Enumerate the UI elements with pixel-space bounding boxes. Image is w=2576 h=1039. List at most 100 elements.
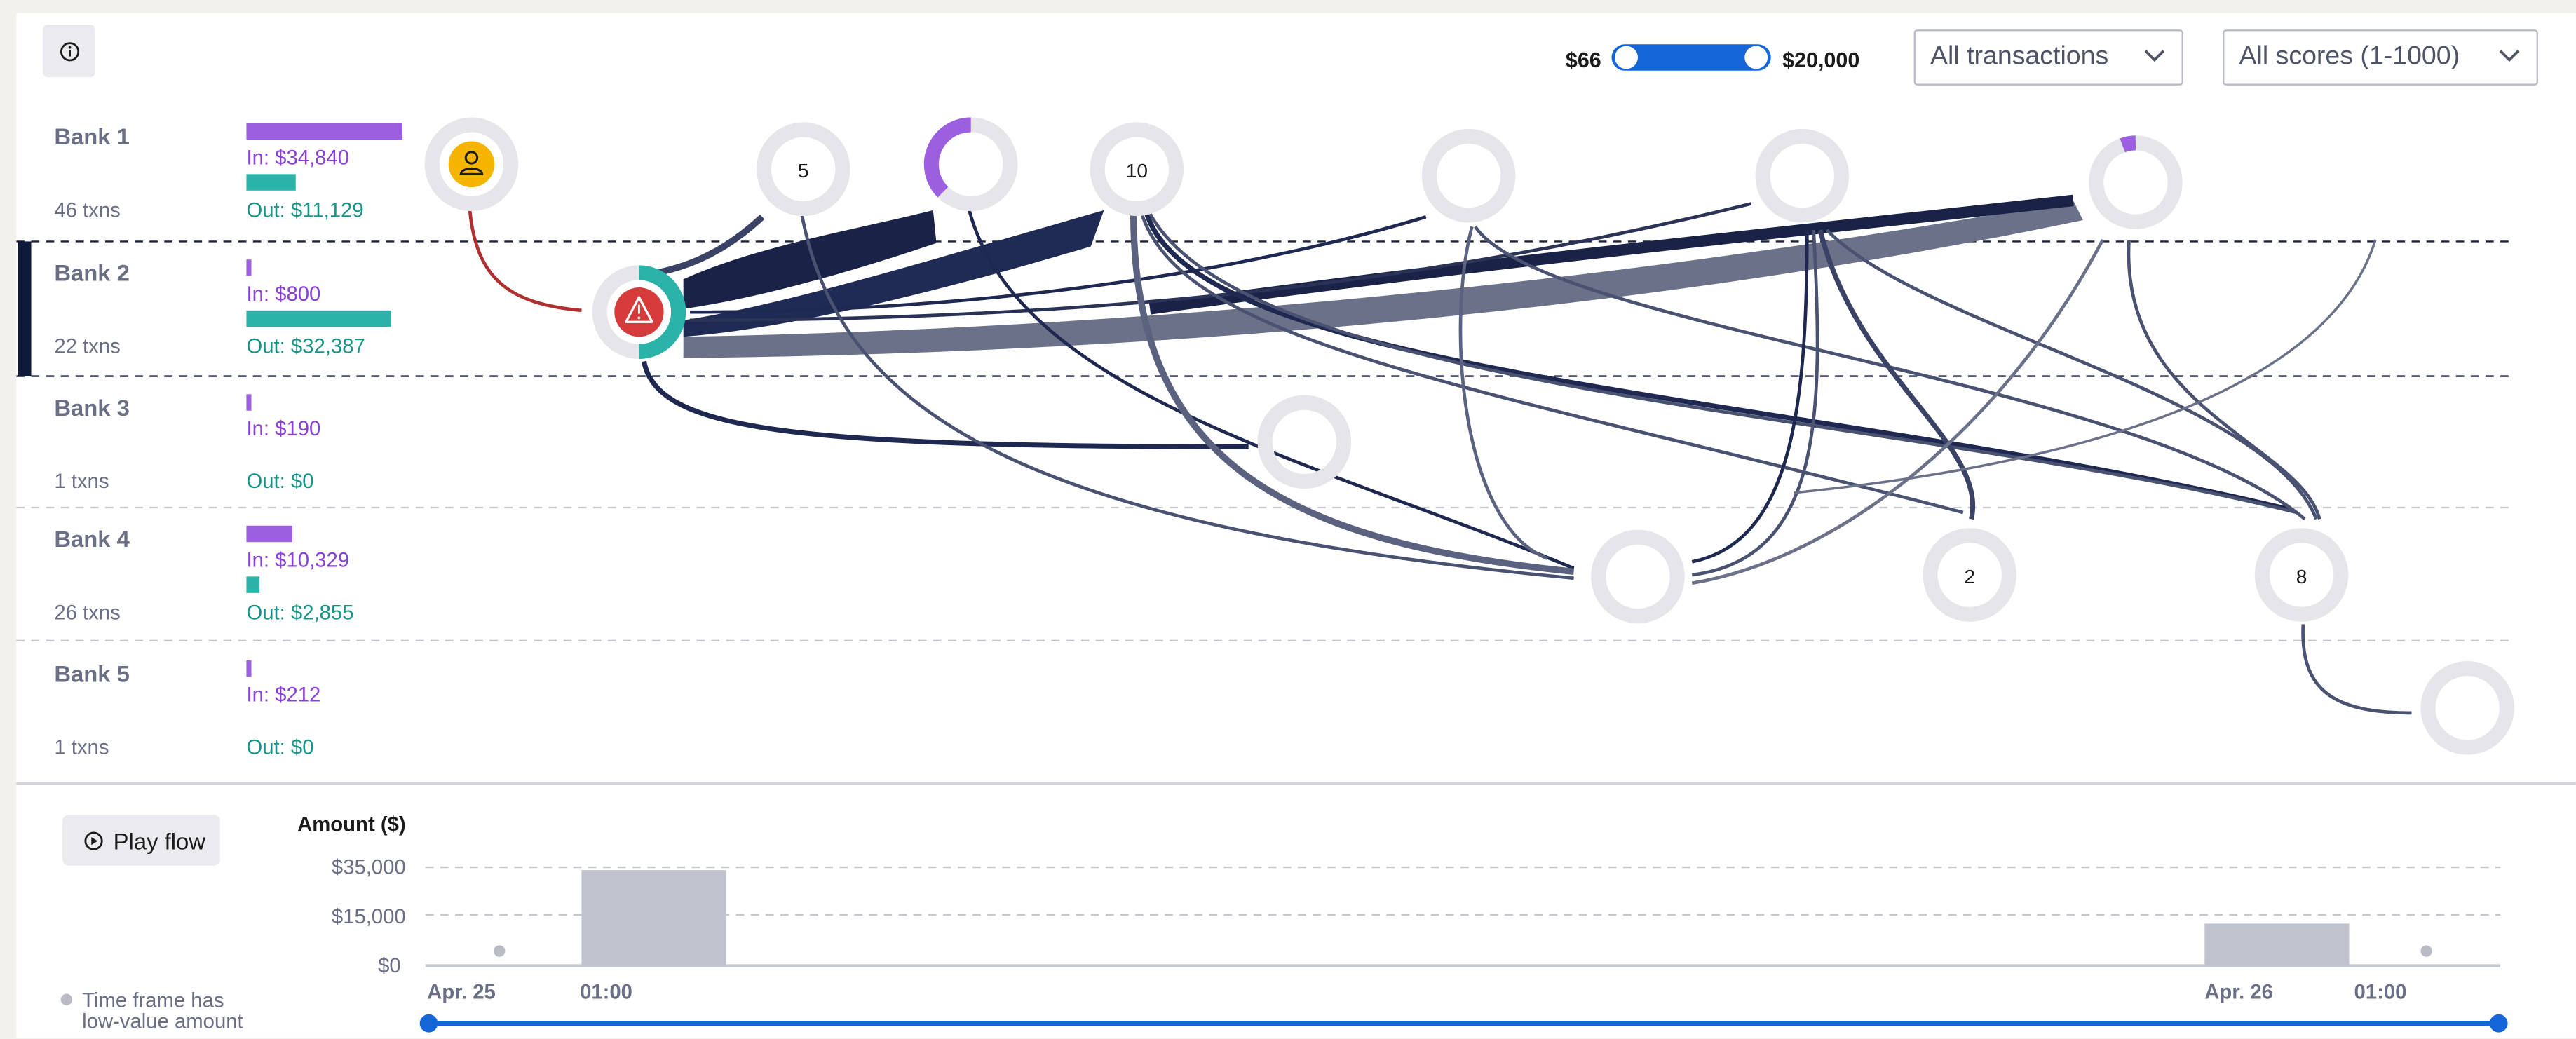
flow-link [800,213,1574,580]
chart-y-axis-title: Amount ($) [297,813,406,836]
node-purple-small[interactable] [2089,135,2183,229]
flow-link [1144,212,2289,512]
flow-link [642,360,1249,449]
amount-max-label: $20,000 [1782,47,1860,73]
bank-name: Bank 5 [54,660,130,687]
in-amount-label: In: $800 [246,282,321,306]
bank-txns: 1 txns [54,470,109,493]
out-amount-label: Out: $2,855 [246,601,354,625]
flow-link [683,210,1104,337]
node-empty[interactable] [1591,529,1685,624]
x-tick-label: 01:00 [580,981,632,1004]
amount-range-slider[interactable] [1611,44,1771,71]
out-amount-label: Out: $11,129 [246,198,364,222]
flow-link [2127,239,2321,520]
node-empty[interactable] [1421,128,1516,223]
amount-chart: $35,000 $15,000 $0 Apr. 25 01:00 Apr. 26… [332,855,2508,1033]
node-empty[interactable] [1755,128,1850,223]
flow-link [1825,229,2318,520]
play-flow-label: Play flow [113,827,205,854]
node-purple[interactable] [923,117,1018,212]
flow-link [683,200,2083,358]
selected-lane-indicator [18,241,32,376]
node-count-label: 10 [1126,160,1148,182]
node-count-label: 2 [1964,566,1975,588]
slider-min-handle[interactable] [1615,46,1638,69]
bank-txns: 46 txns [54,198,121,222]
node-alert[interactable] [592,265,686,359]
out-amount-label: Out: $0 [246,735,314,759]
flow-links [468,194,2412,715]
flow-link [1140,212,1964,515]
flow-link [1458,226,1548,560]
node-5[interactable]: 5 [756,122,850,217]
flow-link [683,210,937,309]
chart-bar [581,870,726,966]
node-empty[interactable] [2420,661,2514,755]
flow-link [1691,229,1819,577]
info-button[interactable] [42,25,95,78]
out-amount-label: Out: $32,387 [246,334,365,358]
bank-name: Bank 2 [54,259,130,286]
y-tick-label: $15,000 [332,905,406,928]
flow-link [1691,238,2105,585]
time-range-start-handle[interactable] [419,1014,438,1033]
amount-min-label: $66 [1565,47,1601,73]
chart-bar [2204,923,2350,966]
node-10[interactable]: 10 [1090,122,1184,217]
low-value-point [2420,945,2432,957]
out-amount-label: Out: $0 [246,470,314,493]
play-icon [84,831,103,850]
bank-txns: 22 txns [54,334,121,358]
bank-name: Bank 3 [54,394,130,421]
bank-name: Bank 1 [54,123,130,150]
flow-link [690,202,1752,322]
node-count-label: 5 [798,160,809,182]
user-icon [459,151,484,175]
flow-link [1794,239,2377,494]
chevron-down-icon [2499,50,2520,62]
transactions-dropdown-value: All transactions [1930,42,2109,71]
in-amount-label: In: $34,840 [246,146,350,170]
legend-dot [60,993,73,1005]
slider-max-handle[interactable] [1744,46,1768,69]
scores-dropdown[interactable]: All scores (1-1000) [2223,29,2538,86]
out-amount-bar [246,174,296,191]
warning-triangle-icon [625,296,653,323]
y-tick-label: $0 [378,954,401,977]
flow-link [656,214,765,276]
node-empty[interactable] [1257,395,1352,489]
x-tick-label: Apr. 26 [2204,981,2273,1004]
node-count-label: 8 [2296,566,2307,588]
in-amount-bar [246,259,252,276]
chevron-down-icon [2144,50,2165,62]
flow-link [468,210,582,313]
time-range-end-handle[interactable] [2489,1014,2508,1033]
in-amount-label: In: $10,329 [246,548,350,572]
node-8[interactable]: 8 [2254,528,2349,622]
transactions-dropdown[interactable]: All transactions [1913,29,2183,86]
in-amount-bar [246,123,403,140]
in-amount-label: In: $212 [246,683,321,707]
in-amount-bar [246,525,293,543]
legend-text: Time frame has low-value amount [82,989,243,1033]
bank-txns: 26 txns [54,601,121,625]
flow-link [1130,213,1575,576]
in-amount-label: In: $190 [246,417,321,440]
bank-txns: 1 txns [54,735,109,759]
flow-link [2301,624,2412,715]
flow-link [968,210,1575,570]
play-flow-button[interactable]: Play flow [62,815,220,866]
flow-link [1691,230,1809,564]
flow-link [1148,212,2298,515]
out-amount-bar [246,576,260,593]
info-icon [59,41,79,61]
in-amount-bar [246,394,252,411]
node-2[interactable]: 2 [1923,528,2017,622]
low-value-point [494,945,506,957]
flow-link [1817,229,1975,520]
node-user[interactable] [424,117,519,212]
